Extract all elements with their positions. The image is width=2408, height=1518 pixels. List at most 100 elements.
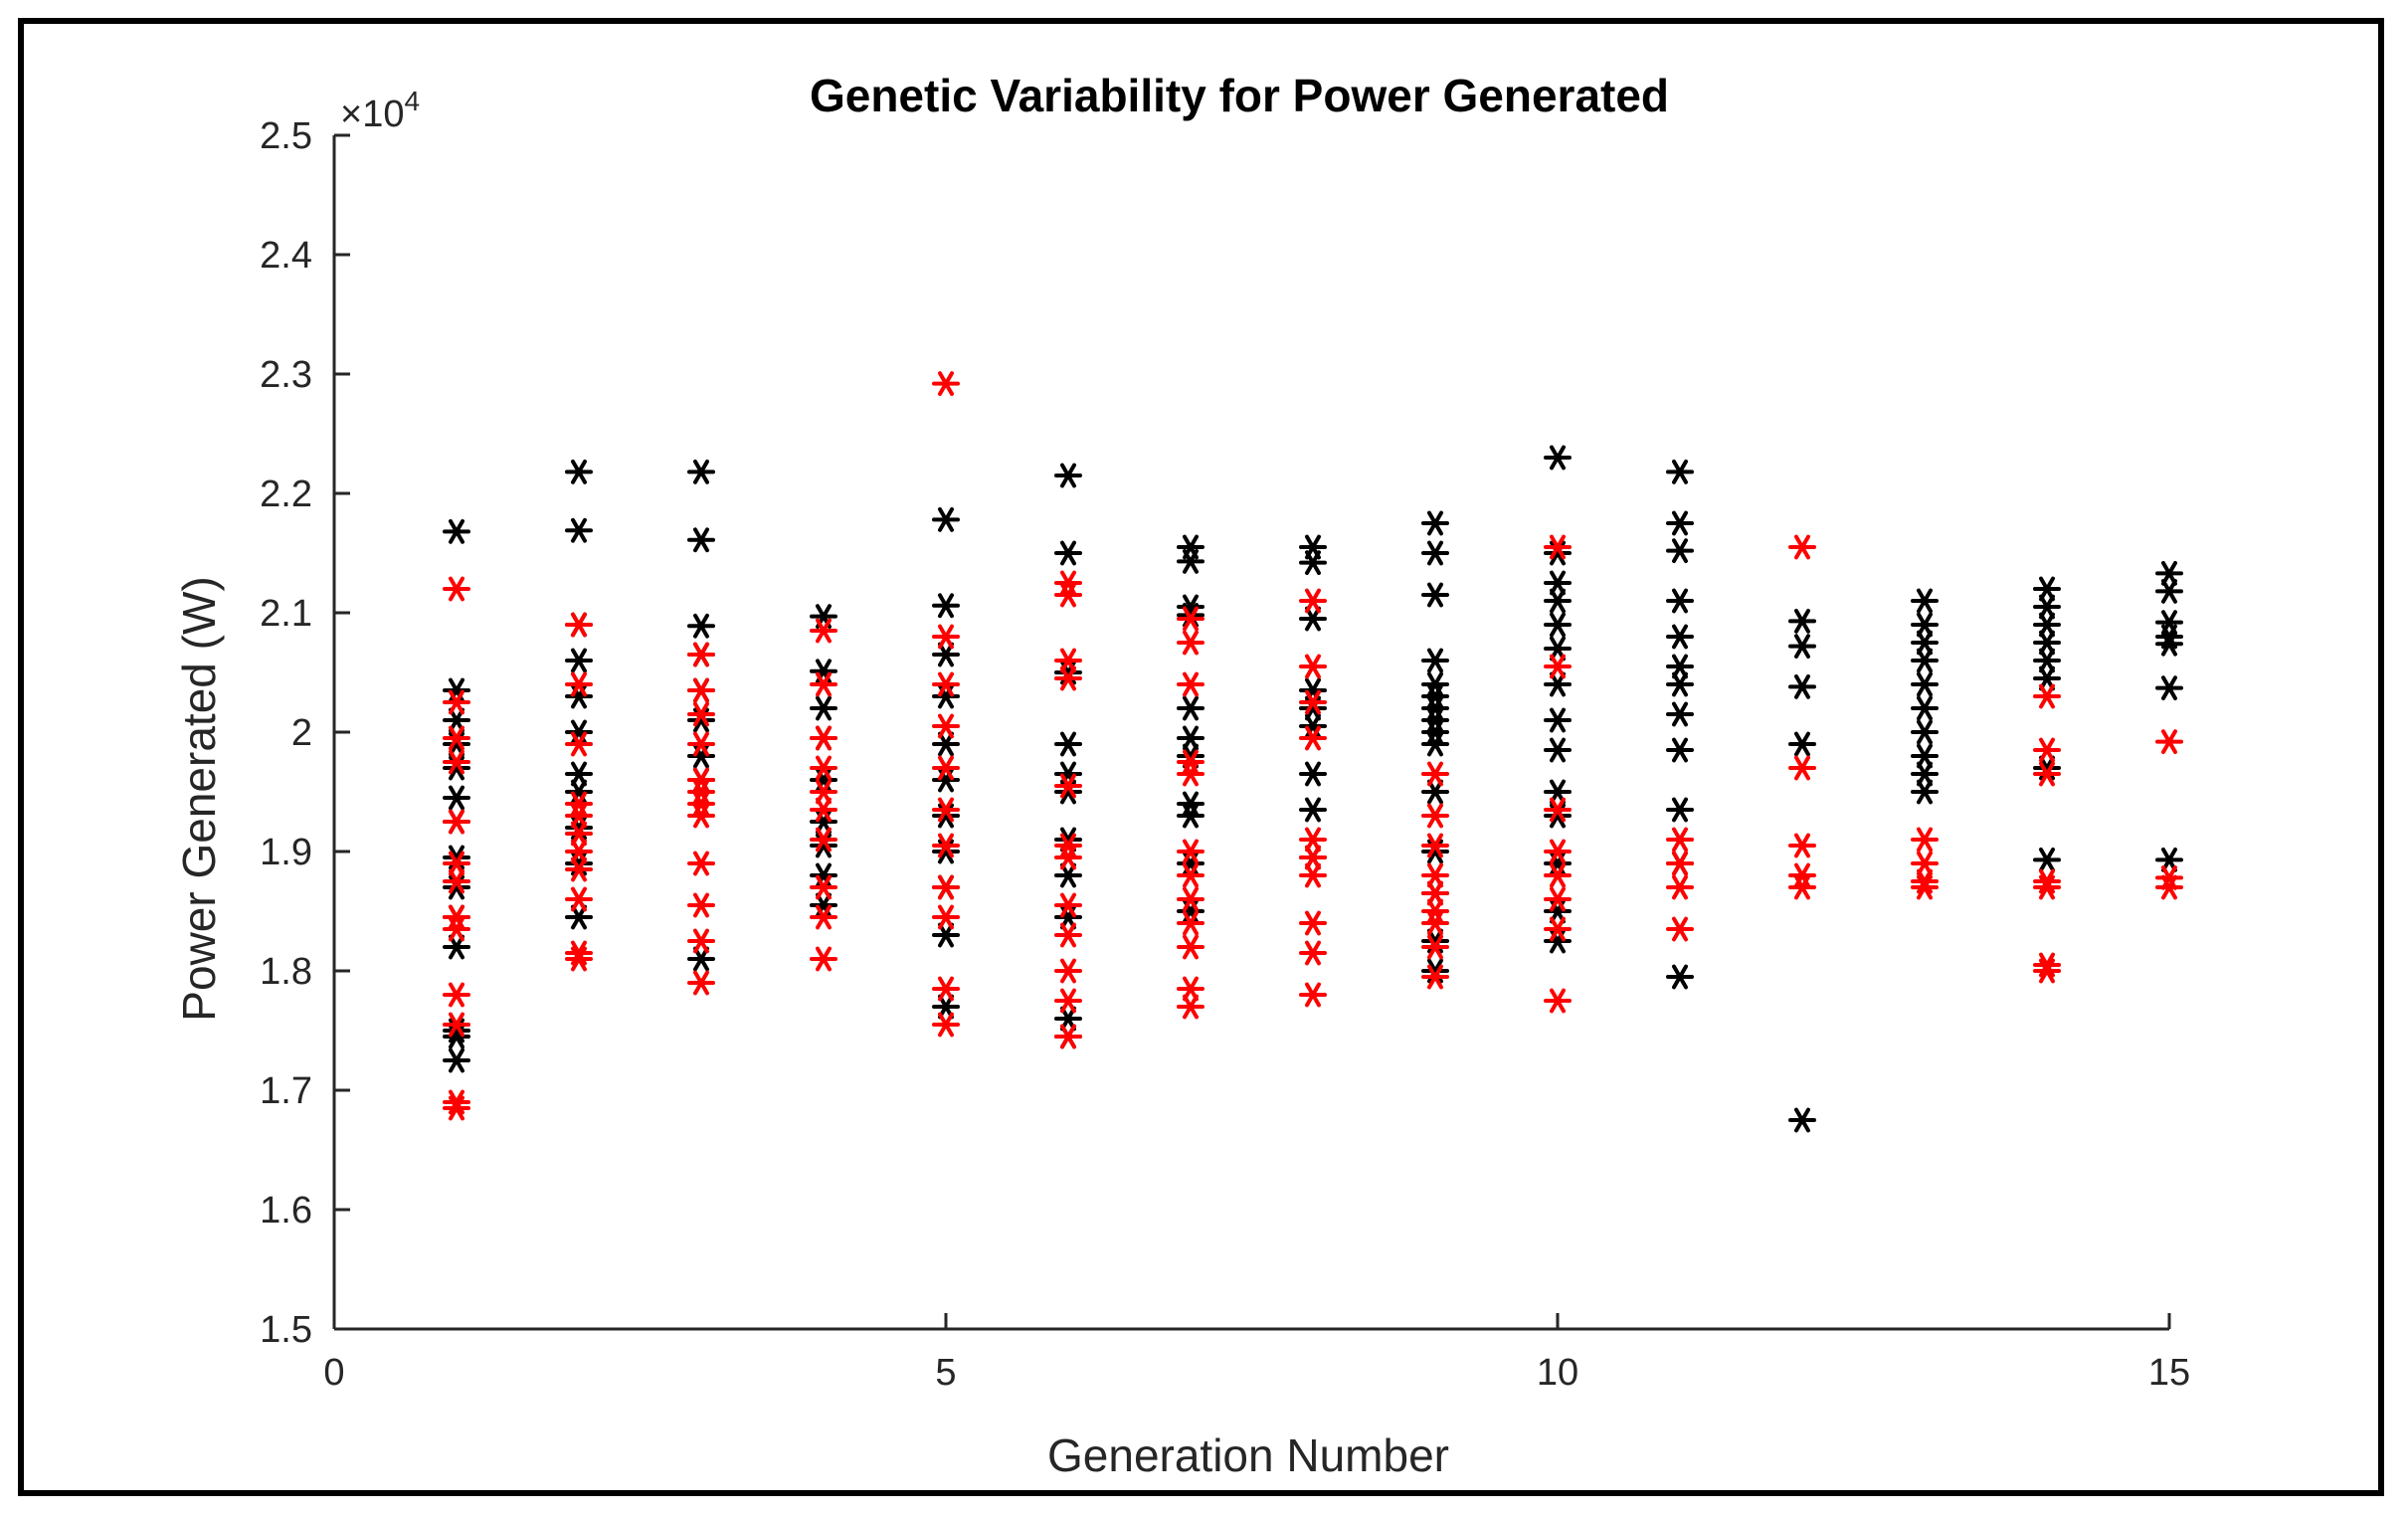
data-point-red [687,928,715,954]
data-point-black [1054,1006,1082,1032]
data-point-red [1299,910,1327,936]
data-point-black [1421,540,1449,566]
data-point-black [1666,538,1694,563]
data-point-red [932,797,960,823]
y-tick-label: 2.1 [260,593,312,635]
data-point-red [565,671,593,697]
data-point-black [1911,630,1939,656]
data-point-red [1299,654,1327,679]
data-point-red [1421,910,1449,936]
y-tick-label: 2.5 [260,115,312,157]
data-point-black [2033,665,2061,691]
data-point-black [687,613,715,639]
data-point-red [1421,862,1449,888]
data-point-red [1054,1024,1082,1049]
data-point-red [565,821,593,847]
data-point-red [1177,994,1204,1020]
data-point-red [443,689,470,715]
data-point-red [1177,886,1204,912]
data-point-red [1544,797,1572,823]
data-point-red [565,856,593,882]
data-point-red [810,671,837,697]
data-point-black [1544,851,1572,876]
y-axis-exponent: ×104 [340,86,420,135]
data-point-red [1911,827,1939,853]
data-point-red [687,701,715,727]
data-point-black [1054,463,1082,488]
data-point-red [1544,654,1572,679]
data-point-black [932,731,960,757]
data-point-black [1544,588,1572,614]
data-point-black [1911,743,1939,769]
data-point-black [1911,695,1939,721]
data-point-black [1421,719,1449,745]
data-point-black [1666,510,1694,536]
data-point-black [1911,779,1939,805]
data-point-red [1177,671,1204,697]
x-tick-label: 15 [2148,1352,2190,1394]
data-point-black [1666,624,1694,650]
data-point-red [565,791,593,817]
data-point-red [1911,851,1939,876]
data-point-black [565,683,593,709]
y-axis-label: Power Generated (W) [173,576,225,1021]
data-point-red [1177,934,1204,960]
data-point-black [1421,731,1449,757]
data-point-red [810,725,837,751]
data-point-black [2155,848,2183,872]
data-point-red [1054,570,1082,596]
data-point-black [1544,779,1572,805]
series-black [443,445,2183,1133]
data-point-red [810,946,837,972]
data-point-black [1177,898,1204,924]
data-point-red [1788,833,1816,858]
data-point-red [565,731,593,757]
data-point-black [1544,612,1572,638]
data-point-black [1299,713,1327,739]
data-point-red [1299,725,1327,751]
data-point-red [1054,648,1082,673]
data-point-black [1544,928,1572,954]
data-point-black [443,677,470,703]
chart-title: Genetic Variability for Power Generated [810,70,1669,121]
data-point-black [443,707,470,733]
data-point-black [810,862,837,888]
chart: Genetic Variability for Power Generated … [173,70,2190,1481]
data-point-black [1666,460,1694,484]
data-point-black [2155,610,2183,635]
data-point-black [1911,648,1939,673]
y-tick-label: 1.5 [260,1309,312,1351]
data-point-black [1177,695,1204,721]
data-point-red [2155,865,2183,890]
data-point-red [810,618,837,644]
data-point-red [1421,803,1449,829]
data-point-black [1421,707,1449,733]
data-point-red [1054,773,1082,799]
data-point-black [1788,609,1816,634]
data-point-black [1421,695,1449,721]
data-point-black [687,460,715,484]
data-point-red [687,970,715,996]
data-point-black [1299,550,1327,575]
data-point-red [1911,874,1939,900]
data-point-black [565,517,593,543]
data-point-black [1911,671,1939,697]
data-point-black [1666,654,1694,679]
data-point-black [2033,630,2061,656]
y-tick-label: 1.8 [260,951,312,993]
data-point-red [932,755,960,781]
data-point-red [2033,958,2061,984]
data-point-black [2033,594,2061,620]
data-point-black [1666,701,1694,727]
data-point-red [1544,886,1572,912]
data-point-red [565,946,593,972]
data-point-black [1177,549,1204,574]
data-point-red [1054,988,1082,1014]
data-point-red [443,904,470,930]
data-point-red [810,755,837,781]
data-point-red [932,1012,960,1038]
data-point-black [1911,761,1939,787]
data-point-red [1054,892,1082,918]
data-point-red [565,803,593,829]
data-point-red [932,624,960,650]
